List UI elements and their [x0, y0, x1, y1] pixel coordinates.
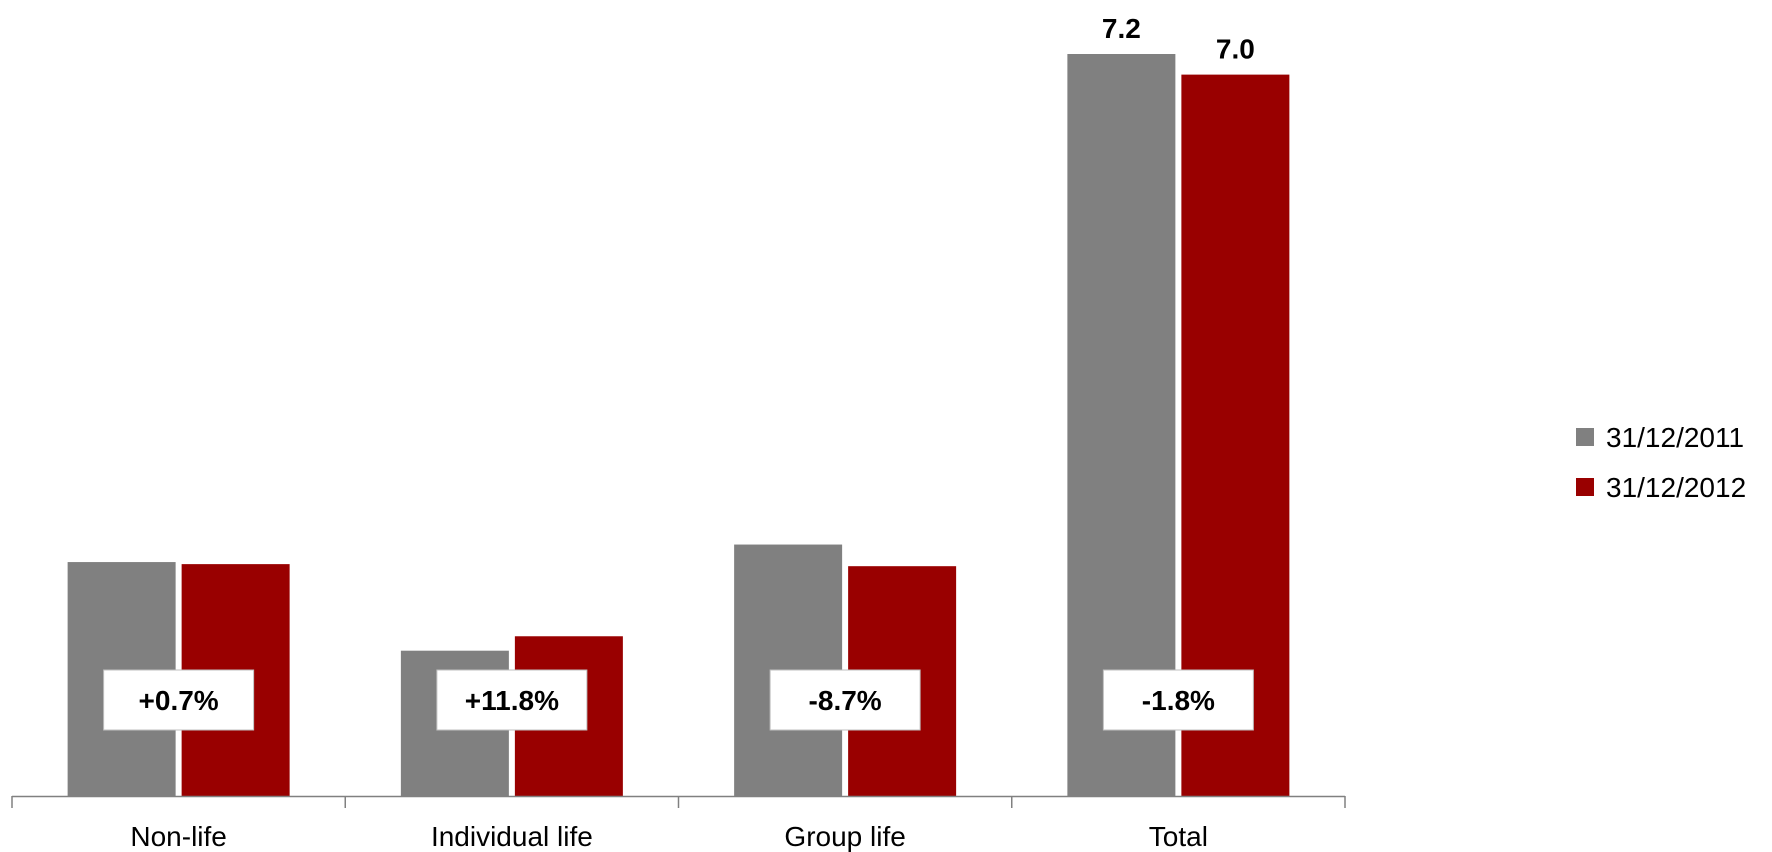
change-label: +0.7% [139, 685, 219, 716]
data-label: 7.2 [1102, 13, 1141, 44]
change-box [769, 669, 921, 731]
change-boxes-layer: +0.7% +11.8% -8.7% -1.8% [103, 669, 1254, 731]
change-label: -1.8% [1142, 685, 1215, 716]
change-label: -8.7% [809, 685, 882, 716]
value-labels-layer: 7.2 7.0 [1102, 13, 1255, 65]
legend-swatch [1576, 478, 1594, 496]
x-tick-label: Non-life [130, 821, 226, 852]
legend-label: 31/12/2011 [1606, 422, 1744, 453]
x-axis: Non-life Individual life Group life Total [11, 795, 1346, 852]
change-label: +11.8% [465, 685, 559, 716]
data-label: 7.0 [1216, 34, 1255, 65]
legend-swatch [1576, 428, 1594, 446]
legend: 31/12/2011 31/12/2012 [1576, 422, 1746, 503]
change-box [1102, 669, 1254, 731]
change-box [103, 669, 255, 731]
x-tick-label: Individual life [431, 821, 593, 852]
legend-label: 31/12/2012 [1606, 472, 1746, 503]
x-tick-label: Group life [784, 821, 905, 852]
change-box [436, 669, 588, 731]
x-tick-label: Total [1149, 821, 1208, 852]
